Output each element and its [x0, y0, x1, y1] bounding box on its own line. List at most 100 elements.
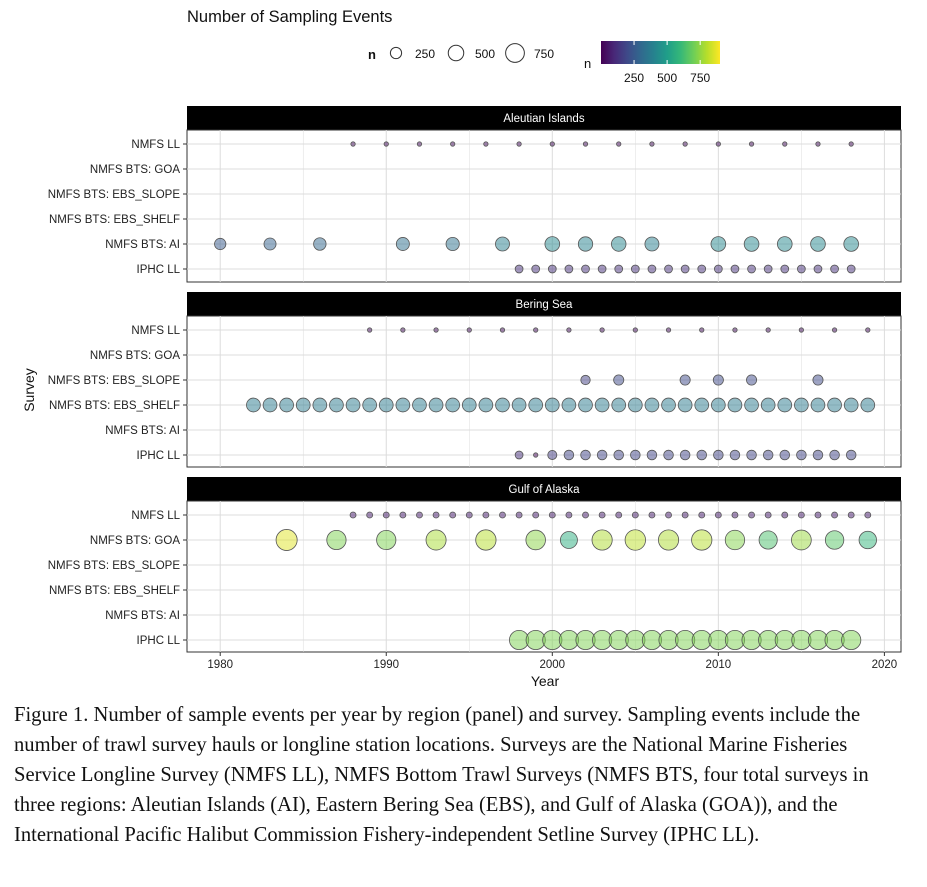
data-point [599, 327, 605, 333]
data-point [582, 511, 589, 519]
facet-strip-label: Bering Sea [516, 299, 574, 311]
data-point [843, 236, 859, 252]
data-point [465, 511, 473, 519]
data-point [682, 141, 688, 147]
y-tick-label: NMFS BTS: AI [105, 610, 180, 622]
x-tick-label: 2010 [706, 659, 732, 671]
data-point [858, 530, 877, 550]
data-point [596, 449, 608, 461]
data-point [547, 264, 557, 274]
data-point [661, 397, 676, 413]
data-point [412, 397, 427, 413]
data-point [565, 511, 573, 519]
data-point [781, 511, 789, 519]
data-point [680, 264, 690, 274]
y-tick-label: NMFS BTS: EBS_SHELF [49, 585, 180, 597]
data-point [699, 327, 705, 333]
sampling-events-figure: Number of Sampling Events n 250 500 750 n … [21, 8, 902, 689]
data-point [416, 141, 423, 147]
y-tick-label: IPHC LL [137, 264, 181, 276]
y-axis-label: Survey [21, 368, 37, 412]
data-point [812, 374, 824, 386]
data-point [246, 397, 261, 413]
data-point [827, 397, 842, 413]
data-point [697, 264, 707, 274]
size-legend-circle [447, 44, 465, 62]
data-point [516, 141, 522, 147]
data-point [746, 374, 758, 386]
y-tick-label: NMFS BTS: EBS_SLOPE [48, 375, 181, 387]
data-point [577, 236, 594, 252]
data-point [743, 236, 760, 252]
data-point [780, 264, 790, 274]
data-point [845, 449, 857, 461]
data-point [765, 327, 771, 333]
data-point [829, 449, 840, 461]
data-point [616, 141, 622, 147]
data-point [865, 327, 871, 333]
data-point [748, 511, 755, 519]
data-point [777, 397, 793, 413]
data-point [831, 327, 838, 333]
data-point [664, 264, 673, 274]
facet-panel: Bering Sea NMFS LL NMFS BTS: GOA NMFS BTS: … [48, 292, 902, 468]
data-point [730, 264, 740, 274]
data-point [744, 397, 759, 413]
data-point [814, 511, 822, 519]
facet-strip [187, 106, 901, 130]
data-point [691, 529, 713, 551]
data-point [713, 449, 724, 461]
data-point [696, 449, 707, 461]
x-axis: 1980 1990 2000 2010 2020 [207, 652, 897, 671]
data-point [815, 141, 821, 147]
data-point [644, 236, 660, 252]
data-point [831, 511, 838, 519]
facet-panel: Gulf of Alaska NMFS LL NMFS BTS: GOA NMFS B… [48, 477, 902, 653]
y-tick-label: NMFS BTS: GOA [90, 164, 180, 176]
data-point [515, 511, 523, 519]
data-point [214, 237, 227, 251]
data-point [547, 450, 558, 460]
data-point [262, 397, 278, 413]
data-point [514, 450, 524, 460]
data-point [362, 397, 377, 413]
data-point [326, 529, 347, 551]
data-point [582, 141, 589, 147]
data-point [824, 530, 845, 550]
data-point [748, 141, 755, 147]
data-point [395, 237, 410, 251]
y-tick-label: NMFS LL [131, 510, 180, 522]
data-point [848, 141, 854, 147]
y-tick-label: NMFS LL [131, 139, 180, 151]
data-point [578, 397, 593, 413]
data-point [628, 397, 643, 413]
data-point [528, 397, 544, 413]
data-point [445, 397, 460, 413]
facet-strip-label: Aleutian Islands [503, 113, 584, 125]
data-point [483, 141, 489, 147]
y-tick-label: NMFS BTS: GOA [90, 350, 180, 362]
data-point [841, 629, 862, 651]
data-point [679, 374, 691, 386]
data-point [810, 236, 826, 252]
data-point [495, 236, 510, 252]
data-point [378, 397, 394, 413]
data-point [791, 529, 812, 551]
facet-panels: Aleutian Islands NMFS LL NMFS BTS: GOA NMFS… [48, 106, 902, 653]
data-point [631, 511, 639, 519]
y-tick-label: IPHC LL [137, 450, 181, 462]
data-point [533, 452, 539, 458]
data-point [416, 511, 423, 519]
data-point [644, 397, 660, 413]
figure-caption: Figure 1. Number of sample events per ye… [14, 704, 869, 846]
data-point [383, 141, 389, 147]
data-point [647, 264, 657, 274]
color-legend-tick-label: 750 [690, 71, 710, 85]
x-tick-label: 1990 [373, 659, 399, 671]
data-point [533, 327, 539, 333]
data-point [382, 511, 390, 519]
data-point [312, 397, 328, 413]
color-legend-tick-label: 250 [624, 71, 644, 85]
data-point [597, 264, 607, 274]
data-point [615, 511, 623, 519]
